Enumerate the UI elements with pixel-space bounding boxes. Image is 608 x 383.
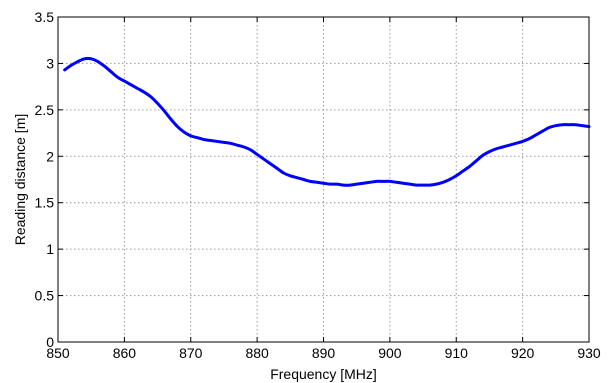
y-tick-label: 0.5 (35, 288, 55, 304)
y-tick-label: 2 (46, 148, 54, 164)
x-tick-label: 930 (577, 345, 601, 361)
y-tick-label: 1 (46, 241, 54, 257)
x-axis-label: Frequency [MHz] (270, 366, 377, 382)
series-line-reading-distance (63, 56, 591, 187)
x-tick-label: 880 (245, 345, 269, 361)
x-tick-label: 870 (179, 345, 203, 361)
y-tick-label: 1.5 (35, 195, 55, 211)
y-tick-label: 0 (46, 334, 54, 350)
x-tick-label: 860 (113, 345, 137, 361)
y-tick-label: 2.5 (35, 102, 55, 118)
x-tick-label: 920 (511, 345, 535, 361)
x-tick-label: 910 (445, 345, 469, 361)
y-tick-label: 3.5 (35, 9, 55, 25)
x-tick-label: 850 (46, 345, 70, 361)
y-tick-label: 3 (46, 55, 54, 71)
y-axis-label: Reading distance [m] (12, 114, 28, 246)
x-tick-label: 900 (378, 345, 402, 361)
x-tick-label: 890 (312, 345, 336, 361)
axis-ticks: 850 860 870 880 890 900 910 920 930 0 0.5 1 1.5 2 2.5 3… (35, 9, 601, 361)
grid (58, 17, 589, 342)
